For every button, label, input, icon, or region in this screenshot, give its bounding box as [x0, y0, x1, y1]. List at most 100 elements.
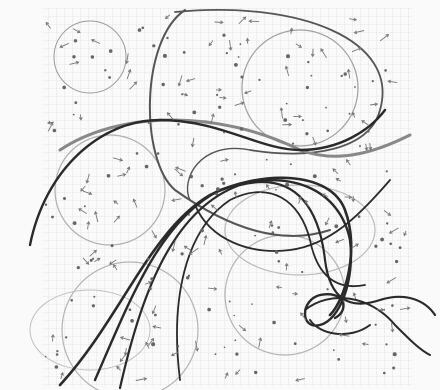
- dot: [292, 143, 294, 145]
- dot: [386, 222, 388, 224]
- dot: [150, 277, 153, 280]
- dot: [241, 76, 244, 79]
- dot: [272, 321, 276, 325]
- dot: [91, 55, 94, 58]
- dot: [223, 132, 225, 134]
- dot: [395, 260, 398, 263]
- dot: [215, 193, 218, 196]
- dot: [53, 129, 57, 133]
- dot: [278, 260, 281, 263]
- dot: [221, 178, 224, 181]
- dot: [234, 339, 236, 341]
- dot: [181, 93, 183, 95]
- dot: [306, 86, 309, 89]
- dot: [311, 75, 313, 77]
- dot: [129, 308, 132, 311]
- dot: [359, 145, 361, 147]
- dot: [207, 308, 211, 312]
- dot: [148, 122, 150, 124]
- dot: [399, 246, 402, 249]
- dot: [216, 187, 220, 191]
- dot: [130, 319, 134, 323]
- dot: [266, 159, 268, 161]
- dot: [177, 123, 180, 126]
- dot: [63, 197, 66, 200]
- dot: [138, 28, 142, 32]
- dot: [163, 54, 167, 58]
- dot: [218, 106, 221, 109]
- dot: [334, 224, 338, 228]
- dot: [344, 72, 347, 75]
- dot: [238, 56, 240, 58]
- dot: [55, 365, 59, 369]
- dot: [358, 215, 361, 218]
- dot: [166, 37, 168, 39]
- dot: [62, 86, 66, 90]
- dot: [380, 238, 384, 242]
- dot: [147, 258, 150, 261]
- dot: [302, 119, 304, 121]
- dot: [224, 347, 226, 349]
- dot: [45, 204, 47, 206]
- dot: [234, 315, 236, 317]
- dot: [73, 114, 75, 116]
- dot: [372, 80, 374, 82]
- dot: [272, 231, 275, 234]
- dot: [341, 75, 343, 77]
- dot: [45, 356, 47, 358]
- dot: [181, 252, 184, 255]
- dot: [109, 49, 113, 53]
- dot: [234, 173, 236, 175]
- dot: [229, 301, 231, 303]
- dot: [201, 184, 204, 187]
- dot: [56, 353, 59, 356]
- dot: [70, 299, 73, 302]
- dot: [188, 214, 190, 216]
- dot: [383, 372, 386, 375]
- dot: [157, 152, 160, 155]
- dot: [326, 130, 329, 133]
- dot: [111, 244, 114, 247]
- dot: [367, 130, 370, 133]
- dot: [84, 205, 86, 207]
- dot: [258, 79, 260, 81]
- dot: [65, 336, 67, 338]
- dot: [305, 132, 308, 135]
- dot: [354, 86, 356, 88]
- dot: [222, 182, 225, 185]
- dot: [154, 314, 157, 317]
- dot: [189, 175, 193, 179]
- dot: [285, 183, 289, 187]
- dot: [294, 342, 297, 345]
- dot: [183, 51, 186, 54]
- dot: [385, 343, 387, 345]
- dot: [72, 55, 75, 58]
- dot: [108, 76, 111, 79]
- dot: [235, 353, 238, 356]
- page: {} (() => { const g = document.getElemen…: [0, 0, 440, 390]
- dot: [254, 235, 256, 237]
- dot: [151, 342, 155, 346]
- dot: [374, 245, 377, 248]
- dot: [333, 349, 335, 351]
- dot: [226, 52, 228, 54]
- dot: [215, 353, 217, 355]
- dot: [275, 189, 277, 191]
- dot: [74, 39, 77, 42]
- dot: [216, 94, 218, 96]
- dot: [74, 101, 77, 104]
- dot: [337, 358, 340, 361]
- dot: [152, 44, 155, 47]
- dot: [136, 152, 139, 155]
- dot: [234, 63, 238, 67]
- dot: [51, 216, 54, 219]
- dot: [73, 221, 77, 225]
- dot: [301, 271, 303, 273]
- dot: [392, 367, 395, 370]
- dot: [240, 43, 242, 45]
- dot: [93, 296, 95, 298]
- dot: [240, 127, 244, 131]
- dot: [192, 111, 196, 115]
- dot: [275, 250, 279, 254]
- dot: [391, 304, 394, 307]
